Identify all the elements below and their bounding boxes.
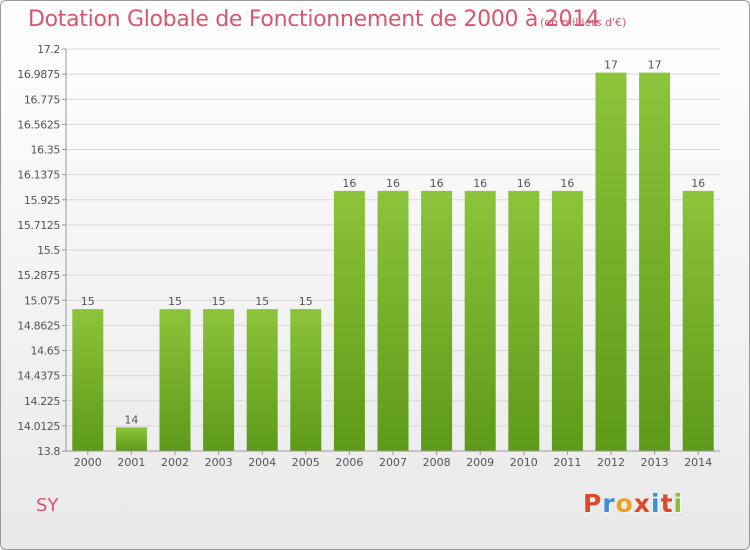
x-tick-label-2007: 2007 [379, 456, 407, 469]
commune-name: SY [36, 495, 59, 516]
value-label-2013: 17 [648, 59, 662, 72]
logo-letter: o [615, 489, 634, 518]
x-tick-label-2009: 2009 [466, 456, 494, 469]
proxiti-logo[interactable]: Proxiti [583, 489, 683, 518]
y-tick-label: 16.9875 [17, 68, 60, 81]
x-tick-label-2001: 2001 [117, 456, 145, 469]
value-label-2008: 16 [430, 177, 444, 190]
y-tick-label: 14.4375 [17, 370, 60, 383]
value-label-2010: 16 [517, 177, 531, 190]
value-label-2000: 15 [81, 295, 95, 308]
value-label-2002: 15 [168, 295, 182, 308]
bar-2000 [72, 309, 104, 451]
bars [72, 72, 714, 451]
y-tick-label: 15.7125 [17, 219, 60, 232]
x-tick-label-2006: 2006 [335, 456, 363, 469]
x-tick-label-2011: 2011 [553, 456, 581, 469]
y-tick-label: 15.2875 [17, 269, 60, 282]
y-tick-label: 13.8 [37, 445, 60, 458]
y-tick-label: 16.5625 [17, 118, 60, 131]
x-tick-label-2002: 2002 [161, 456, 189, 469]
value-label-2007: 16 [386, 177, 400, 190]
y-tick-label: 14.225 [24, 395, 60, 408]
x-tick-label-2010: 2010 [510, 456, 538, 469]
bar-2004 [246, 309, 278, 451]
chart-unit-note: (en milliers d'€) [540, 16, 627, 29]
bar-2005 [290, 309, 322, 451]
bar-2014 [682, 190, 714, 451]
y-tick-label: 16.35 [31, 144, 61, 157]
x-tick-label-2014: 2014 [684, 456, 712, 469]
logo-letter: r [602, 489, 616, 518]
logo-letter: P [583, 489, 603, 518]
y-tick-label: 14.65 [31, 345, 61, 358]
x-tick-label-2004: 2004 [248, 456, 276, 469]
logo-letter: x [633, 489, 651, 518]
x-tick-label-2008: 2008 [423, 456, 451, 469]
axes: 13.8 14.0125 14.225 14.4375 14.65 14.8625 15.0… [17, 43, 720, 469]
y-tick-label: 15.075 [24, 294, 60, 307]
logo-letter: t [660, 489, 674, 518]
value-label-2004: 15 [255, 295, 269, 308]
bar-2010 [508, 190, 540, 451]
bar-2007 [377, 190, 409, 451]
bar-2013 [639, 72, 671, 451]
x-tick-label-2012: 2012 [597, 456, 625, 469]
value-label-2012: 17 [604, 59, 618, 72]
value-label-2001: 14 [124, 413, 138, 426]
value-label-2005: 15 [299, 295, 313, 308]
y-tick-label: 16.775 [24, 93, 60, 106]
value-label-2009: 16 [473, 177, 487, 190]
y-tick-label: 17.2 [37, 43, 60, 56]
bar-2011 [551, 190, 583, 451]
logo-letter: i [651, 489, 661, 518]
y-tick-label: 15.925 [24, 194, 60, 207]
bar-2009 [464, 190, 496, 451]
x-tick-label-2000: 2000 [74, 456, 102, 469]
logo-letter: i [673, 489, 684, 518]
value-label-2014: 16 [691, 177, 705, 190]
bar-2001 [115, 427, 147, 451]
y-tick-label: 15.5 [37, 244, 60, 257]
x-tick-label-2005: 2005 [292, 456, 320, 469]
bar-2008 [421, 190, 453, 451]
chart-title: Dotation Globale de Fonctionnement de 20… [28, 7, 600, 32]
x-tick-label-2013: 2013 [641, 456, 669, 469]
bar-2003 [203, 309, 235, 451]
value-label-2003: 15 [212, 295, 226, 308]
y-tick-label: 14.0125 [17, 420, 60, 433]
y-tick-label: 14.8625 [17, 319, 60, 332]
value-labels: 15 14 15 15 15 15 16 16 16 16 16 16 17 17 16 [81, 59, 705, 427]
bar-2006 [333, 190, 365, 451]
value-label-2006: 16 [342, 177, 356, 190]
value-label-2011: 16 [560, 177, 574, 190]
bar-2012 [595, 72, 627, 451]
bar-2002 [159, 309, 191, 451]
x-tick-label-2003: 2003 [205, 456, 233, 469]
y-tick-label: 16.1375 [17, 169, 60, 182]
